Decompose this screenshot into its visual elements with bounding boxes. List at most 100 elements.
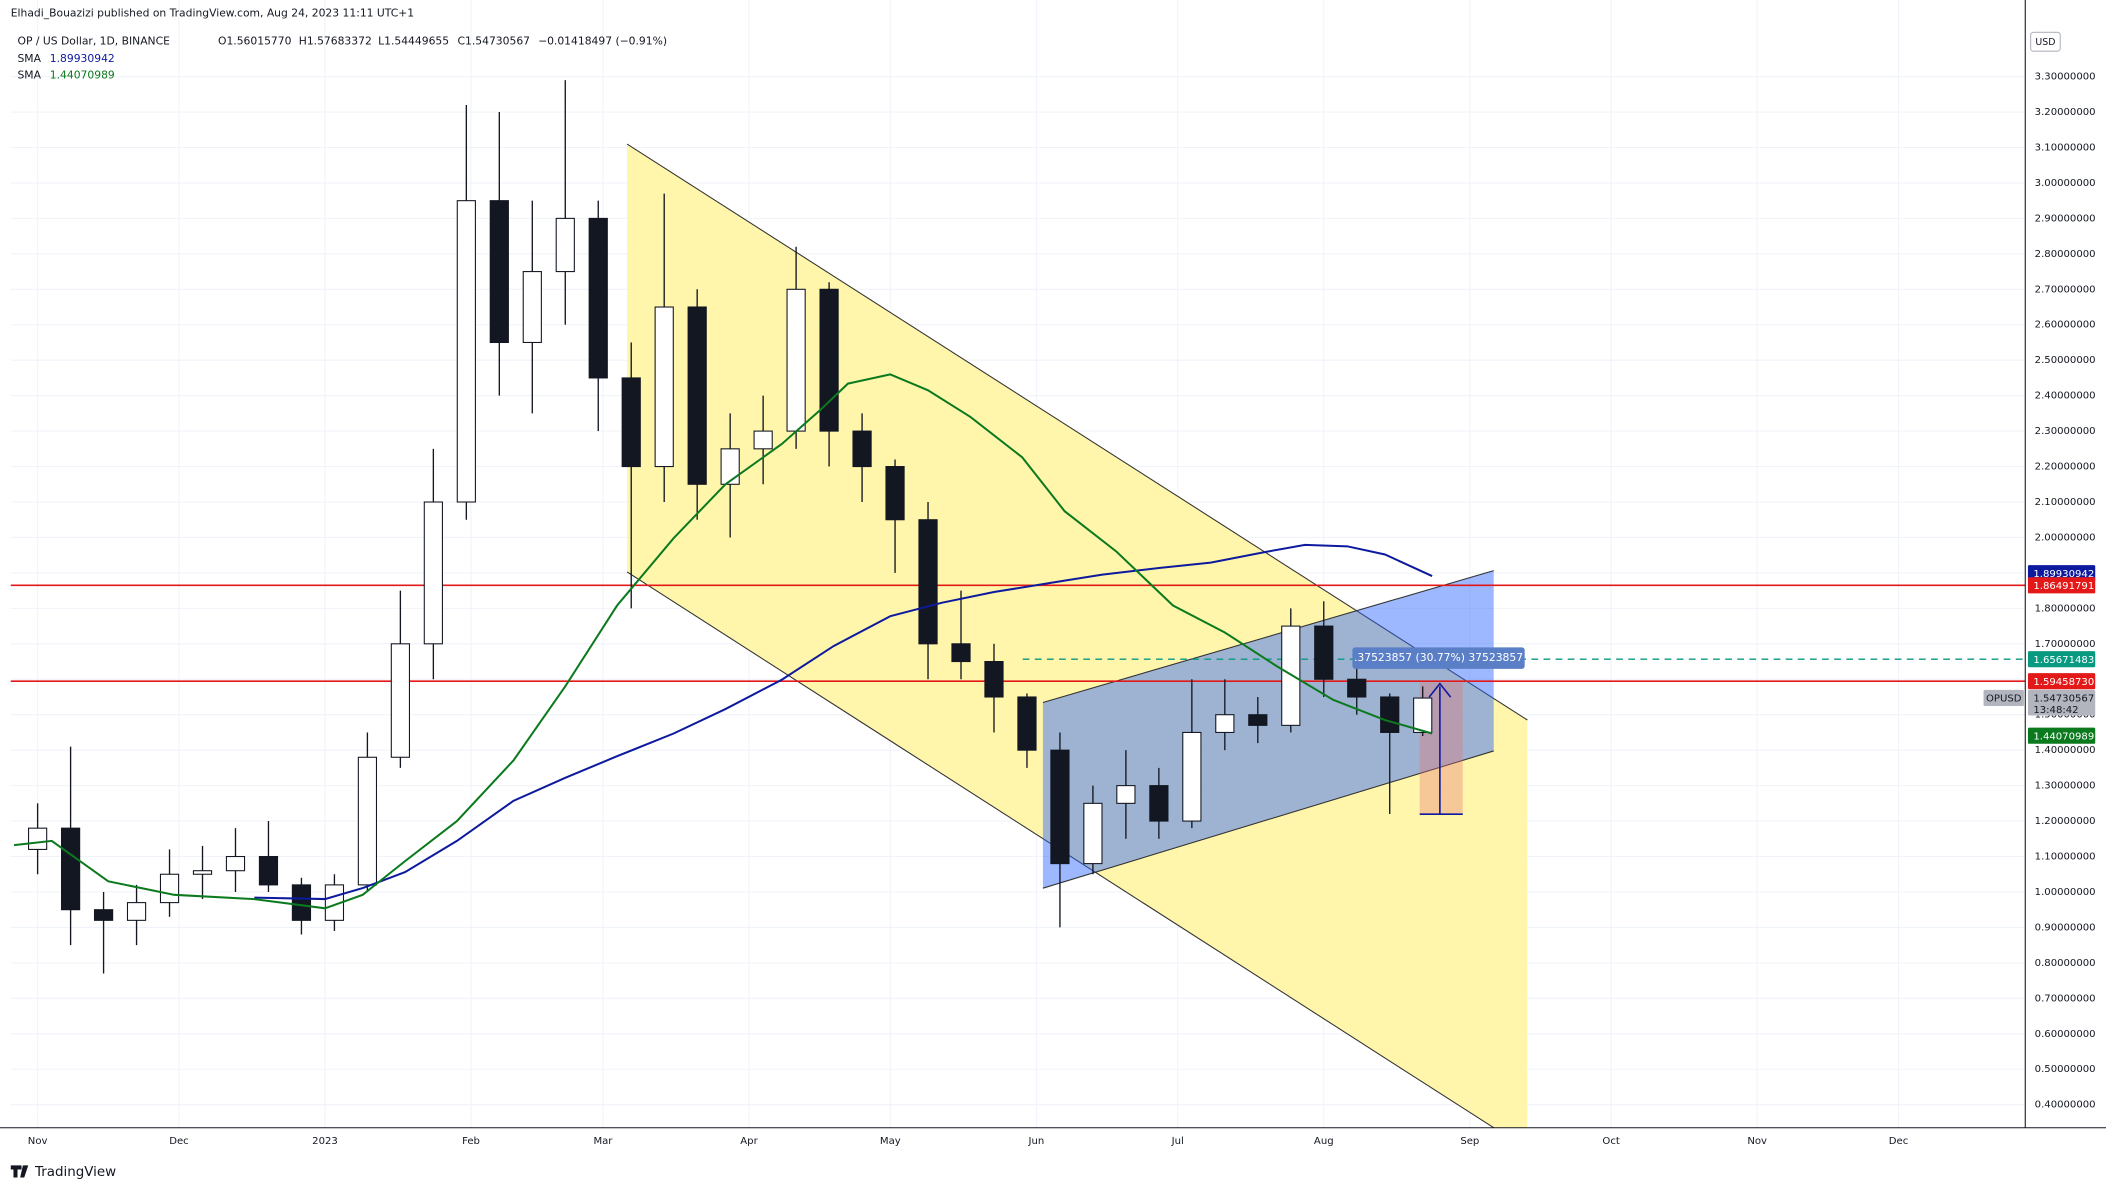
candle-body	[687, 306, 707, 485]
y-tick-label: 0.70000000	[2035, 993, 2096, 1004]
candle-body	[28, 827, 48, 850]
x-tick-label: Nov	[28, 1136, 48, 1147]
y-tick-label: 1.70000000	[2035, 639, 2096, 650]
y-tick-label: 3.00000000	[2035, 178, 2096, 189]
candle-body	[918, 519, 938, 645]
footer: TradingView	[34, 1165, 116, 1180]
countdown: 13:48:42	[2033, 705, 2078, 716]
price-tag	[2027, 577, 2096, 594]
y-tick-label: 2.00000000	[2035, 532, 2096, 543]
channel-line	[626, 143, 1528, 721]
candle-body	[258, 855, 279, 886]
candle-body	[225, 855, 246, 872]
candle-body	[192, 870, 213, 875]
y-tick-label: 3.30000000	[2035, 72, 2096, 83]
sma-line	[254, 543, 1433, 901]
candle-body	[126, 902, 147, 921]
y-tick-label: 2.70000000	[2035, 284, 2096, 295]
candle-body	[1182, 731, 1202, 822]
price-tag	[2027, 565, 2096, 582]
candle-body	[654, 306, 674, 468]
y-tick-label: 2.40000000	[2035, 391, 2096, 402]
candle-body	[291, 884, 312, 921]
x-tick-label: Apr	[740, 1136, 758, 1147]
publisher: Elhadi_Bouazizi published on TradingView…	[11, 6, 414, 19]
price-tag	[2027, 673, 2096, 690]
candle-body	[357, 756, 378, 886]
y-tick-label: 2.90000000	[2035, 213, 2096, 224]
price-tag-label: 1.44070989	[2033, 731, 2094, 742]
x-tick-label: 2023	[312, 1136, 338, 1147]
legend-name: SMA	[17, 68, 41, 81]
symbol-tag	[1983, 689, 2024, 707]
candle-body	[159, 873, 180, 904]
candle-body	[1380, 696, 1400, 733]
ohlc-change: −0.01418497 (−0.91%)	[538, 35, 667, 48]
candle-body	[456, 200, 476, 503]
symbol-label: OPUSD	[1986, 694, 2022, 705]
x-tick-label: Sep	[1460, 1136, 1479, 1147]
y-tick-label: 3.20000000	[2035, 107, 2096, 118]
candle-body	[720, 448, 740, 485]
last-price-tag	[2027, 689, 2096, 716]
axis-layer: 0.40000000 0.50000000 0.60000000 0.70000000…	[28, 72, 2096, 1148]
y-tick-label: 0.80000000	[2035, 958, 2096, 969]
candle-body	[621, 377, 641, 468]
candle-body	[522, 271, 542, 344]
y-tick-label: 1.40000000	[2035, 745, 2096, 756]
y-tick-label: 1.30000000	[2035, 781, 2096, 792]
ohlc-open: O1.56015770	[218, 35, 292, 48]
y-tick-label: 3.10000000	[2035, 142, 2096, 153]
candle-body	[1050, 749, 1070, 865]
candle-body	[1116, 785, 1136, 804]
y-tick-label: 2.30000000	[2035, 426, 2096, 437]
candle-body	[1413, 697, 1433, 733]
candle-body	[1083, 802, 1103, 865]
candle-body	[819, 288, 839, 432]
price-tag-label: 1.89930942	[2033, 569, 2094, 580]
price-axis	[2025, 0, 2106, 1189]
y-tick-label: 2.20000000	[2035, 462, 2096, 473]
x-tick-label: Dec	[169, 1136, 189, 1147]
price-tag-label: 1.86491791	[2033, 581, 2094, 592]
candle-body	[93, 909, 114, 921]
currency-box	[2030, 31, 2061, 52]
y-tick-label: 2.80000000	[2035, 249, 2096, 260]
last-price-label: 1.54730567	[2033, 694, 2094, 705]
logo	[10, 1165, 29, 1178]
symbol: OP / US Dollar, 1D, BINANCE	[17, 35, 170, 48]
price-tag-label: 1.65671483	[2033, 655, 2094, 666]
price-tag	[2027, 727, 2096, 744]
ohlc-close: C1.54730567	[458, 35, 530, 48]
candle-body	[885, 466, 905, 521]
candle-body	[588, 217, 608, 379]
x-tick-label: Feb	[462, 1136, 480, 1147]
data-layer	[10, 80, 2026, 974]
y-tick-label: 2.60000000	[2035, 320, 2096, 331]
candle-body	[786, 288, 806, 432]
candle-body	[1347, 678, 1367, 698]
candle-body	[1149, 785, 1169, 822]
descending-channel	[627, 144, 1528, 1128]
candle-body	[489, 200, 509, 344]
candle-body	[852, 430, 872, 468]
candle-body	[1248, 714, 1268, 726]
x-tick-label: May	[880, 1136, 901, 1147]
y-tick-label: 0.90000000	[2035, 922, 2096, 933]
y-tick-label: 1.80000000	[2035, 603, 2096, 614]
candle-body	[390, 643, 410, 758]
candle-body	[423, 501, 443, 645]
x-tick-label: Oct	[1602, 1136, 1619, 1147]
y-tick-label: 2.50000000	[2035, 355, 2096, 366]
y-tick-label: 2.10000000	[2035, 497, 2096, 508]
sma-line	[13, 373, 1433, 910]
price-tag	[2027, 651, 2096, 668]
legend-name: SMA	[17, 52, 41, 65]
measure-label: .37523857 (30.77%) 37523857	[1354, 651, 1523, 664]
y-tick-label: 0.40000000	[2035, 1100, 2096, 1111]
legend-value: 1.89930942	[50, 52, 115, 65]
candle-body	[1215, 714, 1235, 733]
x-tick-label: Dec	[1889, 1136, 1909, 1147]
